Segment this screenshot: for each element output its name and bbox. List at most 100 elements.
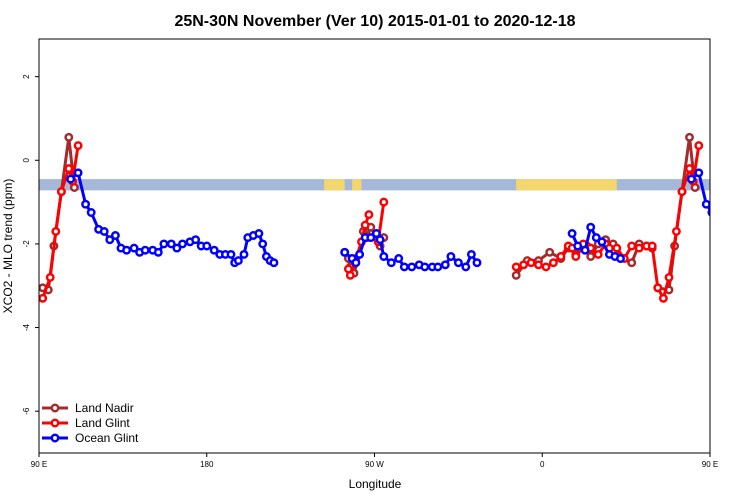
data-point — [86, 208, 96, 217]
data-point — [110, 231, 120, 240]
data-point — [399, 262, 409, 272]
data-point — [345, 270, 355, 280]
data-point — [159, 239, 169, 249]
data-point — [239, 249, 249, 259]
data-point — [658, 293, 668, 303]
land-segment — [324, 179, 345, 191]
legend-entry: Land Nadir — [42, 401, 134, 415]
data-point — [340, 247, 350, 257]
data-point — [472, 258, 482, 268]
data-point — [739, 245, 745, 251]
data-point — [685, 164, 694, 174]
data-point — [671, 226, 681, 236]
data-point — [153, 247, 163, 257]
data-point — [64, 164, 74, 174]
data-point — [573, 241, 583, 251]
x-tick-label: 0 — [540, 460, 545, 469]
data-point — [73, 141, 83, 151]
data-point — [722, 228, 728, 234]
data-point — [81, 199, 91, 209]
data-point — [366, 233, 376, 243]
data-point — [375, 235, 385, 245]
data-point — [701, 199, 710, 209]
data-point — [616, 254, 625, 263]
data-point — [99, 226, 109, 236]
y-tick-label: -2 — [22, 240, 31, 248]
data-point — [556, 252, 566, 261]
data-point — [178, 239, 187, 249]
data-point — [694, 141, 704, 151]
data-point — [433, 262, 443, 272]
data-point — [394, 254, 404, 263]
data-point — [716, 226, 722, 232]
data-point — [371, 229, 381, 238]
data-point — [664, 272, 674, 282]
data-point — [453, 258, 463, 268]
x-axis: 90 E 180 90 W 0 90 E — [31, 453, 718, 469]
data-point — [360, 220, 370, 230]
data-point — [254, 229, 264, 238]
data-point — [45, 272, 55, 282]
y-axis-label: XCO2 - MLO trend (ppm) — [1, 179, 15, 314]
data-point — [172, 243, 182, 253]
data-point — [511, 262, 521, 272]
data-point — [580, 245, 590, 255]
legend-entry: Ocean Glint — [42, 431, 139, 445]
series-line — [657, 135, 697, 292]
data-point — [64, 132, 74, 142]
data-point — [51, 226, 61, 236]
data-point — [627, 241, 637, 251]
data-point — [586, 252, 596, 261]
data-point — [571, 252, 581, 261]
data-point — [379, 252, 389, 261]
data-point — [355, 249, 365, 259]
data-point — [39, 293, 48, 303]
x-tick-label: 180 — [200, 460, 214, 469]
legend-marker — [50, 433, 60, 443]
data-point — [379, 197, 389, 207]
data-point — [461, 262, 471, 272]
data-point — [634, 243, 644, 253]
data-point — [105, 235, 115, 245]
data-point — [534, 260, 543, 270]
y-tick-label: 0 — [22, 157, 31, 162]
data-point — [627, 258, 637, 268]
data-point — [597, 237, 607, 247]
legend-label: Land Nadir — [75, 401, 134, 415]
data-point — [56, 187, 66, 197]
data-point — [647, 241, 657, 251]
data-point — [122, 245, 132, 255]
data-point — [386, 258, 396, 268]
land-segment — [352, 179, 362, 191]
data-point — [733, 232, 739, 238]
legend-marker — [50, 418, 60, 428]
data-point — [407, 262, 417, 272]
data-point — [526, 258, 536, 268]
legend-entry: Land Glint — [42, 416, 130, 430]
data-point — [420, 262, 430, 272]
series-line — [690, 171, 710, 213]
data-point — [191, 235, 201, 245]
chart-title: 25N-30N November (Ver 10) 2015-01-01 to … — [174, 13, 575, 30]
ocean-band — [39, 179, 710, 191]
x-tick-label: 90 W — [365, 460, 384, 469]
data-point — [677, 187, 687, 197]
data-point — [519, 260, 529, 270]
data-point — [511, 270, 521, 280]
legend-label: Ocean Glint — [75, 431, 139, 445]
land-segment — [516, 179, 617, 191]
data-point — [545, 247, 555, 257]
data-point — [541, 262, 551, 272]
data-point — [567, 229, 577, 238]
series-layer — [39, 132, 745, 303]
x-axis-label: Longitude — [349, 477, 402, 491]
data-point — [202, 241, 212, 251]
data-point — [226, 249, 236, 259]
x-tick-label: 90 E — [702, 460, 718, 469]
data-point — [694, 168, 704, 178]
data-point — [591, 233, 601, 243]
data-point — [209, 245, 219, 255]
data-point — [548, 258, 558, 268]
